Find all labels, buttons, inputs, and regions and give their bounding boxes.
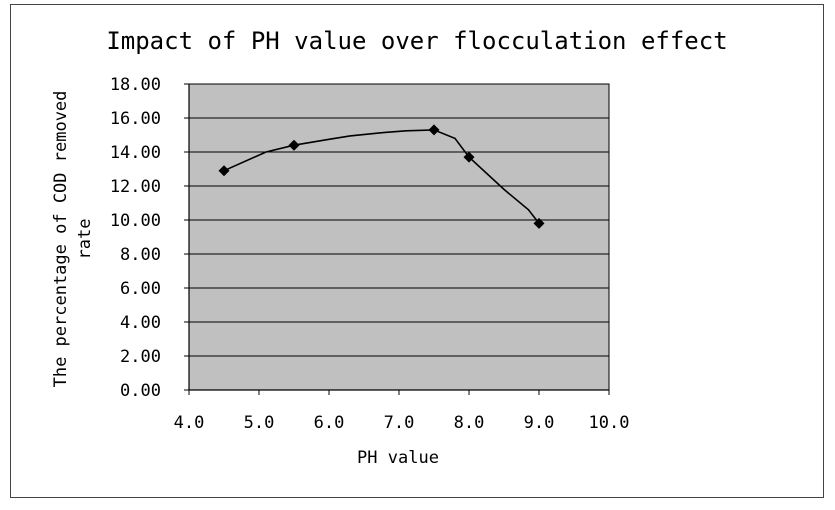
x-tick-label: 6.0 xyxy=(314,413,345,433)
data-markers xyxy=(218,124,545,229)
x-tick-label: 5.0 xyxy=(244,413,275,433)
x-tick-labels: 4.0 5.0 6.0 7.0 8.0 9.0 10.0 xyxy=(174,413,630,433)
y-tick-label: 2.00 xyxy=(120,347,161,367)
data-point-marker xyxy=(463,151,475,163)
x-tick-label: 8.0 xyxy=(454,413,485,433)
y-tick-label: 14.00 xyxy=(110,143,161,163)
x-tick-label: 4.0 xyxy=(174,413,205,433)
y-tick-label: 16.00 xyxy=(110,109,161,129)
axes xyxy=(184,83,610,395)
y-tick-label: 18.00 xyxy=(110,75,161,95)
y-tick-label: 0.00 xyxy=(120,381,161,401)
x-tick-label: 10.0 xyxy=(589,413,630,433)
data-point-marker xyxy=(533,217,545,229)
y-tick-label: 6.00 xyxy=(120,279,161,299)
x-tick-label: 7.0 xyxy=(384,413,415,433)
y-tick-labels: 0.00 2.00 4.00 6.00 8.00 10.00 12.00 14.00 16.00… xyxy=(110,75,161,401)
plot-area xyxy=(188,83,610,391)
chart-title: Impact of PH value over flocculation eff… xyxy=(106,27,727,55)
data-point-marker xyxy=(428,124,440,136)
data-point-marker xyxy=(218,165,230,177)
data-point-marker xyxy=(288,139,300,151)
x-tick-label: 9.0 xyxy=(524,413,555,433)
y-tick-label: 10.00 xyxy=(110,211,161,231)
y-axis-label: The percentage of COD removed xyxy=(51,91,71,388)
y-tick-label: 4.00 xyxy=(120,313,161,333)
x-axis-label: PH value xyxy=(357,448,439,468)
gridlines xyxy=(189,83,609,357)
y-tick-label: 12.00 xyxy=(110,177,161,197)
y-tick-label: 8.00 xyxy=(120,245,161,265)
y-axis-label-line2: rate xyxy=(75,219,95,260)
